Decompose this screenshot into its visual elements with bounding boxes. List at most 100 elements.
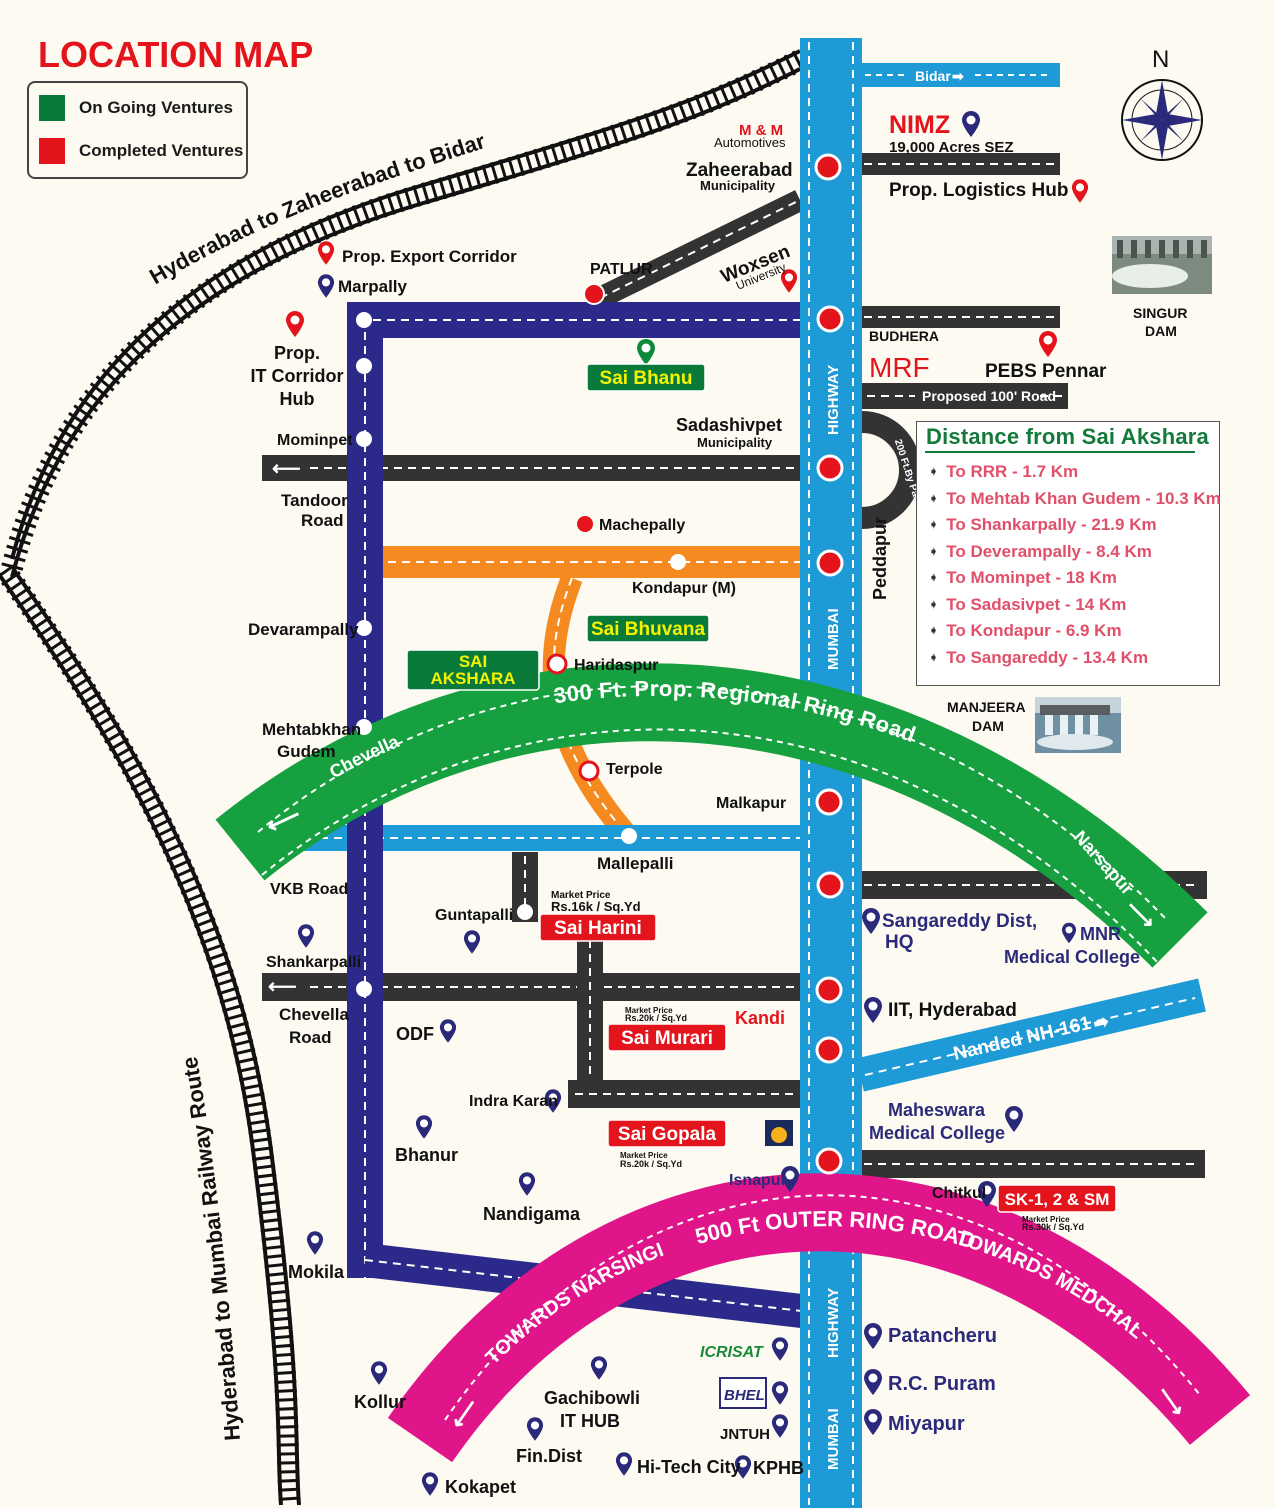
kondapur-label: Kondapur (M) bbox=[632, 580, 736, 597]
jntuh-label: JNTUH bbox=[720, 1426, 770, 1443]
distance-item: ➧ To Shankarpally - 21.9 Km bbox=[929, 515, 1157, 534]
sai-gopala-label: Sai Gopala bbox=[618, 1124, 717, 1145]
mumbai-label-top: MUMBAI bbox=[825, 608, 842, 670]
mm-label: M & M bbox=[739, 122, 783, 139]
odf-label: ODF bbox=[396, 1024, 434, 1044]
mumbai-label-bottom: MUMBAI bbox=[825, 1408, 842, 1470]
sun-logo-icon bbox=[765, 1120, 793, 1146]
icrisat-pin-icon bbox=[771, 1337, 789, 1361]
sadashivpet-label: Sadashivpet bbox=[676, 415, 782, 435]
chitkul-label: Chitkul bbox=[932, 1185, 986, 1202]
sadashivpet-sub-label: Municipality bbox=[697, 435, 773, 450]
distance-item: ➧ To Sangareddy - 13.4 Km bbox=[929, 648, 1149, 667]
findist-label: Fin.Dist bbox=[516, 1446, 582, 1466]
isnapur-label: Isnapur bbox=[729, 1172, 787, 1189]
kokapet-pin-icon bbox=[421, 1472, 439, 1496]
mokila-pin-icon bbox=[306, 1231, 324, 1255]
findist-pin-icon bbox=[526, 1417, 544, 1441]
miyapur-pin-icon bbox=[864, 1409, 882, 1435]
highway-label-bottom: HIGHWAY bbox=[825, 1288, 842, 1358]
mnr-pin-icon bbox=[1061, 922, 1077, 944]
nandigama-label: Nandigama bbox=[483, 1204, 581, 1224]
arrow-icon: ➧ bbox=[929, 546, 939, 558]
guntapalli-pin-icon bbox=[463, 930, 481, 954]
vkb-label: VKB Road bbox=[270, 881, 348, 898]
svg-text:➡: ➡ bbox=[952, 68, 964, 84]
distance-item: ➧ To RRR - 1.7 Km bbox=[929, 462, 1079, 481]
patlur-label: PATLUR bbox=[590, 261, 653, 278]
market2-value: Rs.20k / Sq.Yd bbox=[625, 1013, 687, 1023]
singur-label: SINGUR bbox=[1133, 305, 1187, 321]
venture-badges: Sai Bhanu Sai Bhuvana SAI AKSHARA Sai Ha… bbox=[406, 363, 1117, 1213]
legend-item-ongoing: On Going Ventures bbox=[39, 95, 233, 121]
highway-junctions bbox=[814, 153, 844, 1175]
rcpuram-pin-icon bbox=[864, 1369, 882, 1395]
hitech-label: Hi-Tech City bbox=[637, 1457, 741, 1477]
market4-value: Rs.30k / Sq.Yd bbox=[1022, 1222, 1084, 1232]
tandoor-label-2: Road bbox=[301, 511, 344, 530]
place-labels: LOCATION MAP M & M Automotives Zaheeraba… bbox=[38, 34, 1187, 1497]
mehtab-label-1: Mehtabkhan bbox=[262, 720, 361, 739]
regional-ring-road: 300 Ft. Prop. Regional Ring Road Chevell… bbox=[240, 676, 1180, 965]
svg-text:⟵: ⟵ bbox=[272, 458, 301, 480]
iit-label: IIT, Hyderabad bbox=[888, 1000, 1017, 1021]
terpole-label: Terpole bbox=[606, 761, 663, 778]
legend: On Going Ventures Completed Ventures bbox=[27, 81, 248, 179]
mrf-label: MRF bbox=[869, 352, 930, 383]
rail-south-label: Hyderabad to Mumbai Railway Route bbox=[177, 1055, 245, 1442]
marpally-label: Marpally bbox=[338, 277, 408, 296]
odf-pin-icon bbox=[439, 1019, 457, 1043]
sangareddy-label-2: HQ bbox=[885, 932, 914, 953]
svg-text:Hyderabad to Mumbai Railway Ro: Hyderabad to Mumbai Railway Route bbox=[177, 1055, 245, 1442]
distance-panel: Distance from Sai Akshara ➧ To RRR - 1.7 … bbox=[916, 421, 1221, 686]
sk-label: SK-1, 2 & SM bbox=[1005, 1190, 1110, 1209]
singur-dam-label: DAM bbox=[1145, 323, 1177, 339]
sai-bhanu-pin-icon bbox=[637, 339, 655, 365]
patancheru-pin-icon bbox=[864, 1323, 882, 1349]
hitech-pin-icon bbox=[615, 1452, 633, 1476]
market1-label: Market Price bbox=[551, 890, 611, 901]
indrakaran-label: Indra Karan bbox=[469, 1093, 558, 1110]
pebs-label: PEBS Pennar bbox=[985, 361, 1107, 382]
peddapur-label: Peddapur bbox=[870, 517, 890, 600]
zaheerabad-sub-label: Municipality bbox=[700, 178, 776, 193]
sangareddy-label-1: Sangareddy Dist, bbox=[882, 911, 1037, 932]
distance-title: Distance from Sai Akshara bbox=[926, 424, 1209, 449]
market1-value: Rs.16k / Sq.Yd bbox=[551, 899, 641, 914]
export-label: Prop. Export Corridor bbox=[342, 247, 517, 266]
ongoing-swatch bbox=[39, 95, 65, 121]
mnr-label-1: MNR bbox=[1080, 924, 1121, 944]
highway-label-top: HIGHWAY bbox=[825, 365, 842, 435]
chevella-label-2: Road bbox=[289, 1028, 332, 1047]
nimz-label: NIMZ bbox=[889, 111, 950, 139]
marpally-pin-icon bbox=[317, 274, 335, 298]
market3-label: Market Price bbox=[620, 1151, 668, 1160]
kokapet-label: Kokapet bbox=[445, 1477, 516, 1497]
automotives-label: Automotives bbox=[714, 135, 786, 150]
logistics-label: Prop. Logistics Hub bbox=[889, 180, 1068, 201]
svg-text:➡: ➡ bbox=[1091, 1011, 1111, 1034]
budhera-label: BUDHERA bbox=[869, 328, 939, 344]
devarampally-label: Devarampally bbox=[248, 620, 359, 639]
manjeera-dam-image bbox=[1035, 697, 1121, 753]
it-corridor-label-2: IT Corridor bbox=[251, 366, 344, 386]
legend-completed-label: Completed Ventures bbox=[79, 141, 244, 160]
it-corridor-label-1: Prop. bbox=[274, 343, 320, 363]
maheswara-pin-icon bbox=[1005, 1106, 1023, 1132]
distance-item: ➧ To Deverampally - 8.4 Km bbox=[929, 542, 1152, 561]
export-pin-icon bbox=[317, 241, 335, 265]
mokila-label: Mokila bbox=[288, 1262, 345, 1282]
bhel-pin-icon bbox=[771, 1381, 789, 1405]
road-bidar: Bidar ➡ bbox=[845, 63, 1060, 87]
arrow-icon: ➧ bbox=[929, 625, 939, 637]
legend-ongoing-label: On Going Ventures bbox=[79, 98, 233, 117]
gachibowli-label-2: IT HUB bbox=[560, 1411, 620, 1431]
white-dots bbox=[356, 312, 686, 997]
nandigama-pin-icon bbox=[518, 1172, 536, 1196]
gachibowli-pin-icon bbox=[590, 1356, 608, 1380]
machepally-label: Machepally bbox=[599, 517, 685, 534]
terpole-dot bbox=[578, 760, 600, 782]
sai-bhuvana-label: Sai Bhuvana bbox=[591, 619, 705, 640]
completed-swatch bbox=[39, 138, 65, 164]
